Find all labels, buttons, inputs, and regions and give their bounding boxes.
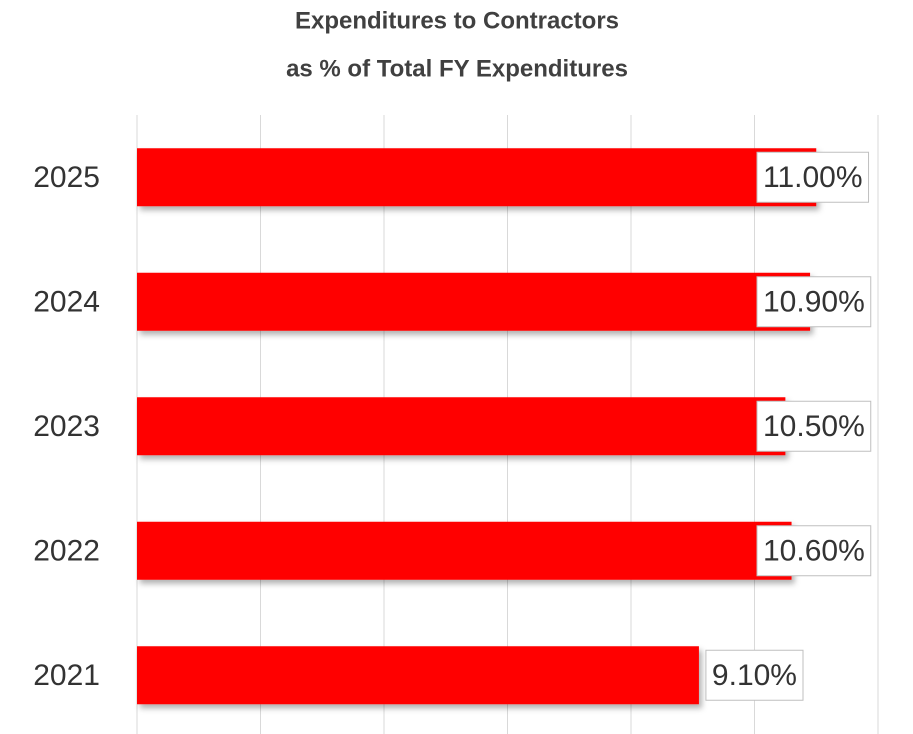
data-label-box [756, 400, 872, 452]
bar [137, 272, 811, 331]
bar [137, 148, 817, 207]
data-label: 10.90% [763, 286, 865, 319]
data-label-box [756, 525, 872, 577]
data-label: 9.10% [712, 659, 797, 692]
data-label: 10.60% [763, 535, 865, 568]
data-label-box [705, 649, 804, 701]
chart-title: as % of Total FY Expenditures [286, 55, 628, 82]
y-tick-label: 2022 [33, 535, 100, 568]
data-label: 10.50% [763, 410, 865, 443]
bar [137, 521, 792, 580]
data-label: 11.00% [763, 161, 863, 194]
data-label-box [756, 276, 872, 328]
data-label-box [756, 151, 870, 203]
y-tick-label: 2024 [33, 286, 100, 319]
chart-title: Expenditures to Contractors [295, 7, 619, 34]
y-tick-label: 2021 [33, 659, 100, 692]
y-tick-label: 2025 [33, 161, 100, 194]
y-tick-label: 2023 [33, 410, 100, 443]
bar [137, 646, 699, 705]
bar [137, 397, 786, 456]
